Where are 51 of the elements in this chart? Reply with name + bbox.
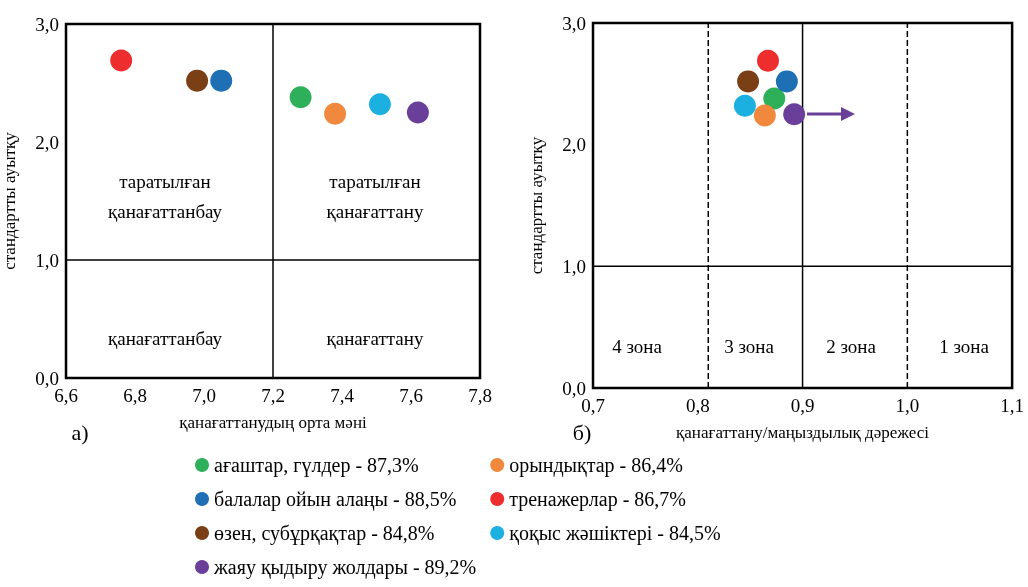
- legend-label: орындықтар - 86,4%: [509, 454, 683, 477]
- y-axis-title: стандартты ауытқу: [527, 136, 546, 275]
- y-axis-title: стандартты ауытқу: [0, 131, 19, 270]
- legend-label: ағаштар, гүлдер - 87,3%: [214, 454, 419, 477]
- point: [110, 49, 133, 72]
- point: [753, 104, 776, 127]
- x-axis-title: қанағаттану/маңыздылық дәрежесі: [676, 423, 930, 442]
- annotation: қанағаттану: [326, 327, 424, 349]
- text: а): [71, 419, 89, 445]
- x-tick-label: 0,9: [790, 395, 815, 416]
- annotation: таратылған қанағаттану: [326, 170, 424, 222]
- text: б): [572, 419, 592, 445]
- legend-label: жаяу қыдыру жолдары - 89,2%: [213, 556, 477, 579]
- annotation: 2 зона: [826, 335, 877, 357]
- point: [324, 102, 347, 125]
- y-tick-label: 3,0: [35, 13, 59, 35]
- annotation: 1 зона: [939, 335, 990, 357]
- x-tick-label: 1,1: [1000, 395, 1024, 416]
- legend-label: тренажерлар - 86,7%: [509, 488, 687, 511]
- x-tick-label: 1,0: [895, 395, 920, 416]
- point: [783, 103, 806, 126]
- point: [186, 69, 209, 92]
- legend-label: қоқыс жәшіктері - 84,5%: [509, 522, 721, 545]
- point: [763, 87, 786, 110]
- y-tick-label: 1,0: [35, 249, 59, 271]
- point: [757, 49, 779, 72]
- point: [733, 94, 756, 117]
- x-tick-label: 7,8: [468, 385, 492, 406]
- y-tick-label: 3,0: [562, 12, 586, 34]
- x-tick-label: 7,0: [192, 385, 216, 406]
- x-tick-label: 7,6: [399, 385, 423, 406]
- x-tick-label: 6,8: [123, 385, 147, 406]
- annotation: 3 зона: [724, 335, 775, 357]
- point: [406, 101, 429, 124]
- x-tick-label: 0,8: [685, 395, 710, 416]
- x-tick-label: 7,2: [261, 385, 285, 406]
- annotation: таратылған қанағаттанбау: [107, 170, 223, 222]
- point: [368, 93, 391, 116]
- legend-label: балалар ойын алаңы - 88,5%: [214, 488, 457, 511]
- legend-label: өзен, субұрқақтар - 84,8%: [214, 522, 435, 545]
- x-axis-title: қанағаттанудың орта мәні: [179, 413, 367, 432]
- y-tick-label: 2,0: [35, 131, 59, 153]
- y-tick-label: 2,0: [562, 134, 586, 156]
- annotation: қанағаттанбау: [107, 327, 223, 349]
- point: [775, 70, 798, 93]
- point: [289, 86, 312, 109]
- annotation: 4 зона: [612, 335, 663, 357]
- point: [737, 70, 760, 93]
- x-tick-label: 7,4: [330, 385, 355, 406]
- point: [210, 69, 233, 92]
- y-tick-label: 1,0: [562, 255, 586, 277]
